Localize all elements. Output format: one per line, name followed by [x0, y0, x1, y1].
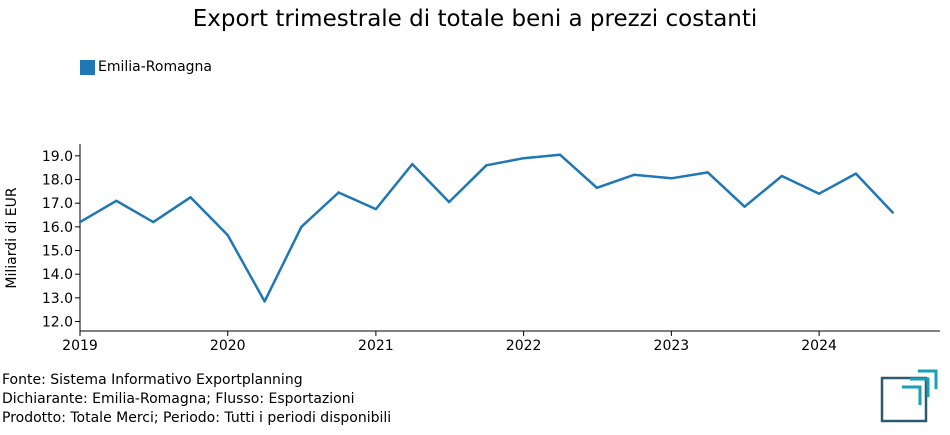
data-point — [447, 200, 451, 204]
x-tick-label: 2024 — [801, 338, 837, 354]
y-tick-label: 13.0 — [42, 291, 73, 307]
source-line: Fonte: Sistema Informativo Exportplannin… — [2, 372, 303, 388]
data-point — [337, 191, 340, 194]
data-point — [522, 157, 525, 160]
y-tick-label: 18.0 — [42, 173, 73, 189]
data-point — [670, 177, 673, 180]
legend: Emilia-Romagna — [80, 59, 212, 75]
data-point — [374, 207, 378, 211]
y-axis-label: Miliardi di EUR — [4, 187, 20, 288]
legend-label-emilia-romagna: Emilia-Romagna — [98, 59, 213, 75]
series-layer — [78, 153, 894, 303]
data-point — [595, 186, 599, 189]
y-tick-label: 16.0 — [42, 220, 73, 236]
y-tick-label: 17.0 — [42, 196, 73, 212]
data-point — [706, 171, 709, 174]
data-point — [115, 199, 118, 202]
data-point — [817, 192, 821, 195]
data-point — [78, 220, 82, 224]
data-point — [743, 205, 746, 208]
data-point — [891, 211, 894, 214]
y-tick-label: 15.0 — [42, 244, 73, 260]
data-point — [300, 225, 303, 228]
data-point — [263, 300, 266, 303]
data-point — [189, 196, 192, 199]
y-tick-label: 14.0 — [42, 267, 73, 283]
legend-swatch-emilia-romagna — [80, 59, 95, 75]
x-tick-label: 2020 — [210, 338, 246, 354]
x-tick-label: 2021 — [358, 338, 394, 354]
y-axis: 12.0 13.0 14.0 15.0 16.0 17.0 18.0 19.0 — [42, 144, 81, 331]
y-tick-label: 12.0 — [42, 315, 73, 331]
product-line: Prodotto: Totale Merci; Periodo: Tutti i… — [2, 410, 392, 426]
x-axis: 2019 2020 2021 2022 2023 2024 — [62, 330, 940, 354]
data-point — [854, 172, 858, 175]
data-point — [558, 153, 562, 156]
y-tick-label: 19.0 — [42, 149, 73, 165]
x-tick-label: 2023 — [654, 338, 690, 354]
data-point — [632, 173, 636, 176]
data-point — [226, 233, 229, 237]
data-point — [485, 164, 488, 167]
chart-title: Export trimestrale di totale beni a prez… — [192, 6, 758, 32]
data-point — [152, 220, 155, 224]
x-tick-label: 2019 — [62, 338, 98, 354]
declarant-line: Dichiarante: Emilia-Romagna; Flusso: Esp… — [2, 391, 355, 407]
exportplanning-logo-icon — [880, 369, 938, 423]
data-point — [411, 162, 414, 166]
source-footer: Fonte: Sistema Informativo Exportplannin… — [2, 371, 391, 428]
series-line-emilia-romagna — [79, 153, 894, 303]
x-tick-label: 2022 — [506, 338, 542, 354]
data-point — [780, 174, 784, 178]
